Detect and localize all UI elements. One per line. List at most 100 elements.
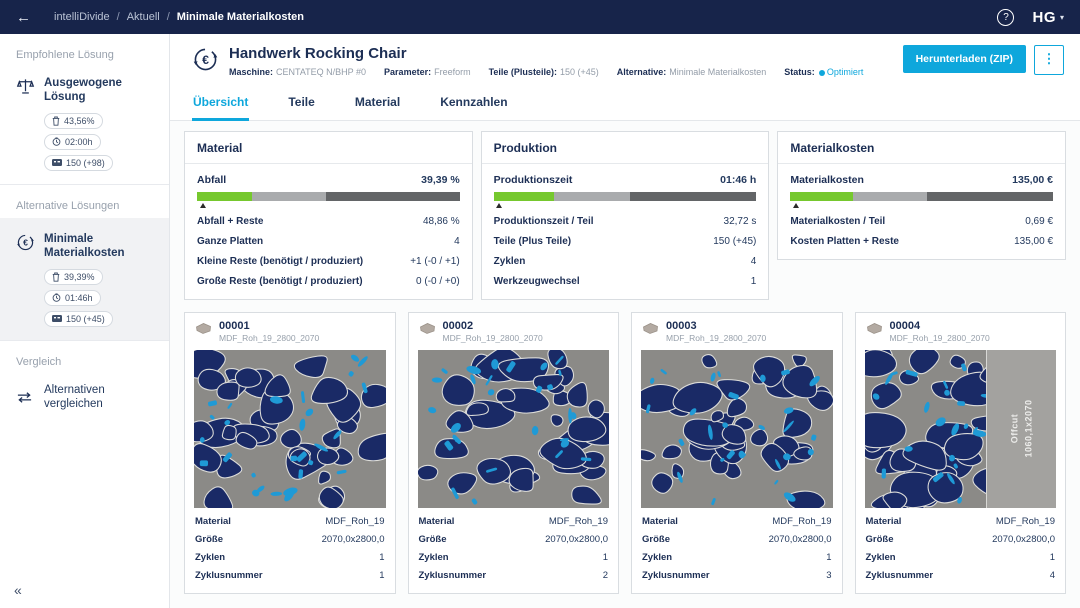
- compare-arrows-icon: [16, 390, 35, 404]
- boards-row: 00001 MDF_Roh_19_2800_2070 Material MDF_Roh…: [184, 312, 1066, 594]
- tab-uebersicht[interactable]: Übersicht: [192, 90, 250, 121]
- board-details: Material MDF_Roh_19 Größe 2070,0x2800,0 Zykl…: [409, 508, 619, 593]
- parts-badge: 150 (+98): [44, 154, 113, 171]
- bar-segment-light: [554, 192, 631, 201]
- board-panel-icon: [419, 320, 436, 335]
- download-zip-button[interactable]: Herunterladen (ZIP): [902, 45, 1026, 73]
- sidebar-divider: [0, 339, 169, 341]
- board-subtitle: MDF_Roh_19_2800_2070: [666, 332, 767, 343]
- nesting-image: [641, 349, 833, 508]
- time-badge: 02:00h: [44, 133, 101, 150]
- bar-segment-dark: [325, 192, 460, 201]
- waste-badge: 43,56%: [44, 112, 103, 129]
- board-detail-row: Zyklusnummer 1: [195, 570, 385, 582]
- sidebar-item-balanced-solution[interactable]: Ausgewogene Lösung 43,56%: [16, 76, 153, 171]
- recommended-solution-heading: Empfohlene Lösung: [16, 49, 114, 61]
- nesting-image: [194, 349, 386, 508]
- stat-row: Zyklen 4: [493, 255, 757, 267]
- board-details: Material MDF_Roh_19 Größe 2070,0x2800,0 Zykl…: [856, 508, 1066, 593]
- board-number: 00002: [442, 320, 474, 332]
- stat-hero-label: Materialkosten: [790, 174, 864, 186]
- stat-row: Teile (Plus Teile) 150 (+45): [493, 235, 757, 247]
- board-detail-row: Zyklusnummer 4: [865, 570, 1056, 582]
- board-detail-row: Zyklen 1: [418, 552, 609, 564]
- euro-cycle-icon: €: [192, 45, 219, 73]
- breadcrumb-item-intellidivide[interactable]: intelliDivide: [54, 11, 110, 23]
- stats-row: Material Abfall 39,39 % Abfall + Reste 48,86…: [184, 131, 1067, 300]
- board-detail-row: Größe 2070,0x2800,0: [195, 534, 385, 546]
- help-icon[interactable]: ?: [997, 8, 1015, 26]
- sidebar-divider: [0, 183, 169, 185]
- bar-segment-green: [197, 192, 253, 201]
- board-detail-row: Material MDF_Roh_19: [418, 516, 609, 528]
- tab-material[interactable]: Material: [354, 95, 401, 109]
- board-details: Material MDF_Roh_19 Größe 2070,0x2800,0 Zykl…: [632, 508, 842, 593]
- board-panel-icon: [866, 320, 883, 335]
- board-detail-row: Zyklen 1: [642, 552, 832, 564]
- homag-logo: HG: [1032, 8, 1056, 26]
- offcut-label: Offcut: [1009, 414, 1020, 444]
- board-detail-row: Größe 2070,0x2800,0: [865, 534, 1056, 546]
- stat-row: Werkzeugwechsel 1: [493, 275, 757, 287]
- bar-marker-icon: [792, 203, 799, 208]
- board-number: 00004: [889, 320, 921, 332]
- nesting-image: [417, 349, 609, 508]
- stat-card-title: Materialkosten: [778, 132, 1066, 164]
- stat-hero-label: Produktionszeit: [493, 174, 573, 186]
- tab-kennzahlen[interactable]: Kennzahlen: [440, 95, 508, 109]
- board-detail-row: Material MDF_Roh_19: [865, 516, 1056, 528]
- breadcrumb-separator: /: [166, 11, 170, 23]
- stat-row: Produktionszeit / Teil 32,72 s: [493, 215, 757, 227]
- back-arrow-icon[interactable]: ←: [16, 8, 31, 26]
- collapse-sidebar-button[interactable]: «: [14, 582, 22, 598]
- sidebar-item-compare-alternatives[interactable]: Alternativen vergleichen: [16, 383, 153, 412]
- stat-card-materialkosten: Materialkosten Materialkosten 135,00 € Mate…: [777, 131, 1067, 260]
- board-card-00004[interactable]: 00004 MDF_Roh_19_2800_2070 Offcut 1060,1x20…: [854, 312, 1066, 594]
- euro-cycle-icon: €: [16, 232, 35, 327]
- board-card-00003[interactable]: 00003 MDF_Roh_19_2800_2070 Material MDF_Roh…: [631, 312, 843, 594]
- bar-segment-green: [790, 192, 854, 201]
- board-detail-row: Größe 2070,0x2800,0: [418, 534, 609, 546]
- board-detail-row: Zyklen 1: [195, 552, 385, 564]
- balance-scale-icon: [16, 76, 35, 171]
- compare-label: Alternativen vergleichen: [44, 383, 105, 410]
- sidebar-item-label: Minimale Materialkosten: [44, 232, 125, 260]
- sidebar-item-min-material-cost[interactable]: € Minimale Materialkosten 39,39%: [0, 217, 169, 340]
- bar-segment-dark: [630, 192, 757, 201]
- kebab-menu-icon[interactable]: ⋮: [1034, 45, 1064, 75]
- stat-row: Kleine Reste (benötigt / produziert) +1 (…: [197, 255, 460, 267]
- board-detail-row: Größe 2070,0x2800,0: [642, 534, 832, 546]
- board-number: 00003: [666, 320, 697, 332]
- alternative-solutions-heading: Alternative Lösungen: [16, 199, 120, 212]
- breadcrumb-item-aktuell[interactable]: Aktuell: [126, 11, 160, 23]
- overview-content: Material Abfall 39,39 % Abfall + Reste 48,86…: [170, 121, 1080, 608]
- nesting-image: Offcut 1060,1x2070: [864, 349, 1056, 508]
- stat-card-title: Produktion: [481, 132, 769, 164]
- status-dot: [818, 69, 825, 76]
- parts-badge: 150 (+45): [44, 310, 113, 327]
- stat-row: Abfall + Reste 48,86 %: [197, 215, 460, 227]
- tab-bar: Übersicht Teile Material Kennzahlen: [170, 90, 1080, 121]
- waste-badge: 39,39%: [44, 268, 103, 285]
- stat-card-produktion: Produktion Produktionszeit 01:46 h Produkti…: [480, 131, 770, 300]
- board-detail-row: Material MDF_Roh_19: [642, 516, 832, 528]
- board-card-00001[interactable]: 00001 MDF_Roh_19_2800_2070 Material MDF_Roh…: [184, 312, 396, 594]
- board-detail-row: Zyklusnummer 3: [642, 570, 832, 582]
- bar-segment-green: [493, 192, 555, 201]
- tab-teile[interactable]: Teile: [288, 95, 315, 109]
- progress-bar: [493, 192, 757, 201]
- account-menu[interactable]: HG ▾: [1032, 9, 1064, 26]
- board-details: Material MDF_Roh_19 Größe 2070,0x2800,0 Zykl…: [185, 508, 395, 593]
- offcut-area: Offcut 1060,1x2070: [986, 349, 1056, 508]
- breadcrumb-separator: /: [116, 11, 120, 23]
- board-number: 00001: [219, 320, 250, 332]
- board-detail-row: Zyklusnummer 2: [418, 570, 609, 582]
- job-meta: Maschine: CENTATEQ N/BHP #0 Parameter: Fre…: [229, 67, 864, 77]
- page-title: Handwerk Rocking Chair: [229, 45, 407, 62]
- board-detail-row: Zyklen 1: [865, 552, 1056, 564]
- board-subtitle: MDF_Roh_19_2800_2070: [889, 332, 990, 343]
- board-card-00002[interactable]: 00002 MDF_Roh_19_2800_2070 Material MDF_Roh…: [407, 312, 619, 594]
- board-subtitle: MDF_Roh_19_2800_2070: [219, 332, 320, 343]
- stat-hero-label: Abfall: [197, 174, 227, 186]
